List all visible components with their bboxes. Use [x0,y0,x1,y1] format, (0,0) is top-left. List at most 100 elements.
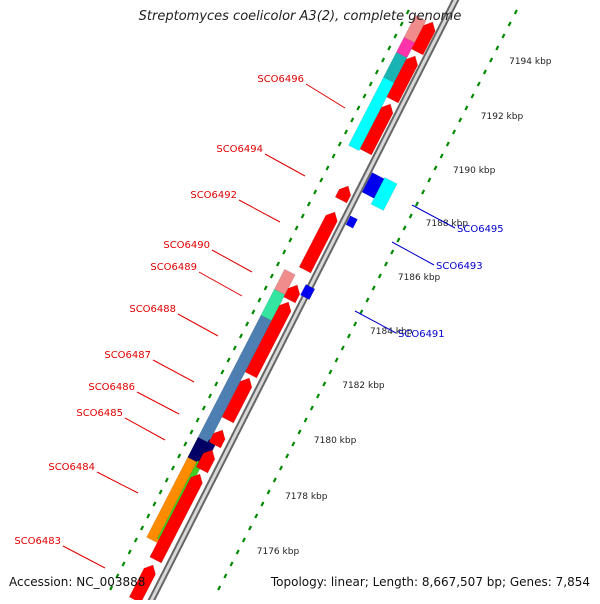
red-gene-5-shape [298,211,338,274]
dotted-scale-right [278,465,283,471]
leader-line-left [238,199,281,223]
gene-label-sco6491: SCO6491 [398,329,445,340]
dotted-scale-right [359,309,364,315]
dotted-scale-right [396,237,401,243]
gene-label-sco6489: SCO6489 [150,262,197,273]
gene-label-sco6493: SCO6493 [436,261,483,272]
dotted-scale-left [374,69,379,75]
dotted-scale-right [452,129,457,135]
dotted-scale-right [390,249,395,255]
dotted-scale-right [421,189,426,195]
dotted-scale-right [470,93,475,99]
tick-label: 7178 kbp [285,492,328,502]
dotted-scale-right [260,501,265,507]
dotted-scale-left [121,561,126,567]
leader-line-left [264,153,306,177]
dotted-scale-right [445,141,450,147]
tick-label: 7194 kbp [509,57,552,67]
tick-label: 7192 kbp [481,112,524,122]
dotted-scale-left [245,321,250,327]
red-gene-8 [221,377,253,424]
leader-line-right [391,241,435,266]
dotted-scale-left [195,417,200,423]
red-gene-10 [195,449,216,474]
dotted-scale-left [337,141,342,147]
gene-label-sco6485: SCO6485 [76,408,123,419]
dotted-scale-right [223,573,228,579]
dotted-scale-right [501,33,506,39]
track-magenta-shape [396,36,416,59]
red-gene-7-shape [244,301,292,379]
genome-title: Streptomyces coelicolor A3(2), complete … [138,9,462,24]
red-gene-3 [359,103,394,156]
dotted-scale-left [226,357,231,363]
dotted-scale-left [170,465,175,471]
gene-label-sco6484: SCO6484 [48,462,95,473]
dotted-scale-right [353,321,358,327]
dotted-scale-right [248,525,253,531]
red-gene-11 [149,473,203,564]
leader-line-left [198,271,243,297]
leader-line-left [96,471,139,494]
dotted-scale-left [300,213,305,219]
dotted-scale-left [208,393,213,399]
dotted-scale-right [322,381,327,387]
dotted-scale-left [405,9,410,15]
gene-label-sco6488: SCO6488 [129,304,176,315]
dotted-scale-left [127,549,132,555]
red-gene-1 [411,21,436,56]
gene-label-sco6487: SCO6487 [104,350,151,361]
dotted-scale-right [402,225,407,231]
dotted-scale-right [316,393,321,399]
dotted-scale-right [384,261,389,267]
red-gene-2-shape [386,55,419,104]
dotted-scale-left [146,513,151,519]
red-gene-4 [334,185,352,204]
accession-text: Accession: NC_003888 [9,575,146,589]
gene-label-sco6496: SCO6496 [257,74,304,85]
dotted-scale-left [183,441,188,447]
dotted-scale-right [408,213,413,219]
red-gene-4-shape [334,185,352,204]
dotted-scale-right [476,81,481,87]
dotted-scale-right [427,177,432,183]
track-pink-6490 [273,268,296,296]
dotted-scale-right [328,369,333,375]
dotted-scale-right [272,477,277,483]
dotted-scale-left [152,501,157,507]
red-gene-10-shape [195,449,216,474]
dotted-scale-right [439,153,444,159]
dotted-scale-left [294,225,299,231]
dotted-scale-left [269,273,274,279]
leader-line-left [152,359,195,383]
dotted-scale-left [387,45,392,51]
leader-line-right [354,310,397,334]
dotted-scale-right [346,333,351,339]
genome-backbone-highlight [147,0,458,604]
gene-label-sco6492: SCO6492 [190,190,237,201]
red-gene-11-shape [149,473,203,564]
blue-gene-6491-shape [300,284,316,300]
dotted-scale-left [362,93,367,99]
red-gene-9 [208,429,226,449]
dotted-scale-right [489,57,494,63]
dotted-scale-right [458,117,463,123]
dotted-scale-right [433,165,438,171]
dotted-scale-left [288,237,293,243]
blue-gene-6491 [300,284,316,300]
red-gene-9-shape [208,429,226,449]
dotted-scale-left [257,297,262,303]
tick-label: 7176 kbp [257,547,300,557]
dotted-scale-right [241,537,246,543]
cyan-gene-6495-shape [370,177,398,211]
gene-label-sco6495: SCO6495 [457,224,504,235]
dotted-scale-left [356,105,361,111]
dotted-scale-right [482,69,487,75]
dotted-scale-left [276,261,281,267]
red-gene-7 [244,301,292,379]
dotted-scale-left [238,333,243,339]
tick-label: 7190 kbp [453,166,496,176]
dotted-scale-right [507,21,512,27]
red-gene-6-shape [283,284,301,304]
